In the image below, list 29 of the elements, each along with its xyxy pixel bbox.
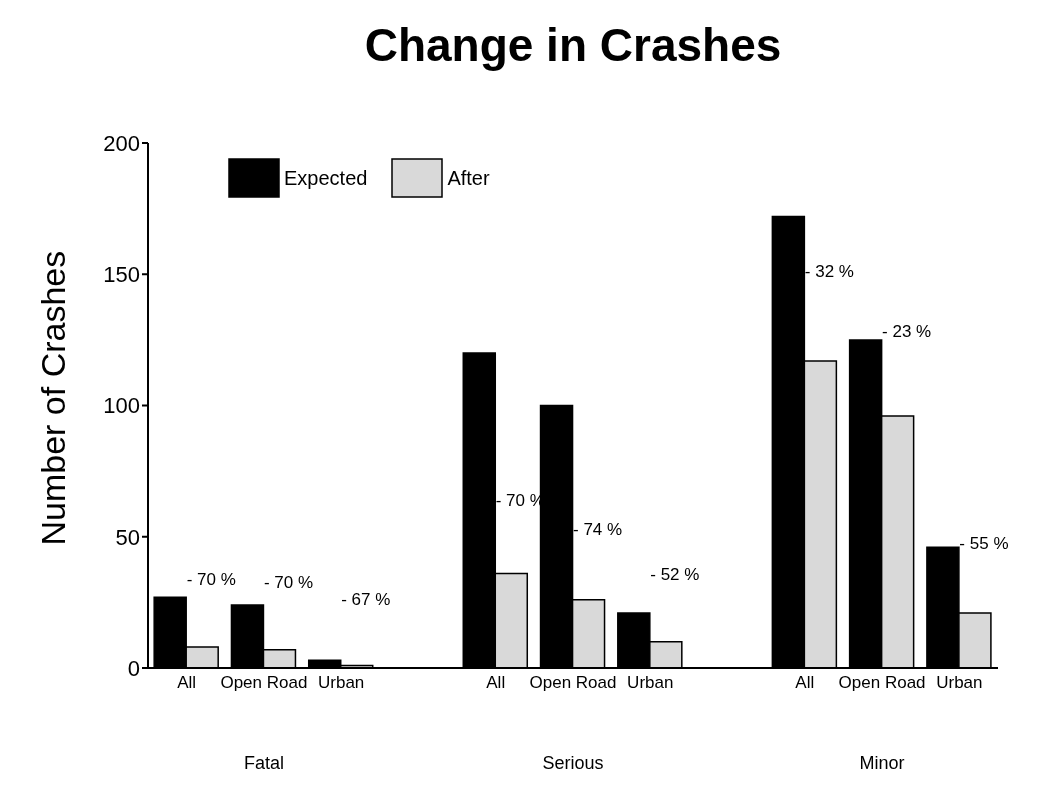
annotation: - 23 % xyxy=(882,321,932,341)
y-tick-label: 50 xyxy=(115,524,140,550)
y-tick-label: 0 xyxy=(127,655,140,681)
text: Minor xyxy=(858,753,906,774)
annotation: - 67 % xyxy=(341,590,391,610)
text: Serious xyxy=(541,753,605,774)
x-tick-label: All xyxy=(795,673,815,693)
x-tick-label: Urban xyxy=(318,673,365,693)
annotation: - 70 % xyxy=(263,573,314,593)
annotation: - 70 % xyxy=(186,570,236,590)
legend-label: After xyxy=(447,166,490,190)
x-tick-label: Urban xyxy=(627,673,674,693)
annotation: - 52 % xyxy=(650,564,700,584)
y-tick-label: 100 xyxy=(103,393,140,419)
x-tick-label: All xyxy=(177,673,197,693)
x-tick-label: Open Road xyxy=(838,673,926,693)
annotation: - 55 % xyxy=(959,533,1009,553)
x-tick-label: Open Road xyxy=(529,673,617,693)
x-tick-label: All xyxy=(486,673,506,693)
annotation: - 74 % xyxy=(573,519,623,539)
legend-label: Expected xyxy=(284,166,368,190)
x-tick-label: Urban xyxy=(936,673,983,693)
y-axis-title: Number of Crashes xyxy=(34,250,73,546)
chart-title: Change in Crashes xyxy=(363,18,783,72)
text: Fatal xyxy=(242,753,285,774)
x-tick-label: Open Road xyxy=(220,673,308,693)
annotation: - 32 % xyxy=(804,262,854,282)
y-tick-label: 150 xyxy=(103,262,140,288)
y-tick-label: 200 xyxy=(103,130,140,156)
